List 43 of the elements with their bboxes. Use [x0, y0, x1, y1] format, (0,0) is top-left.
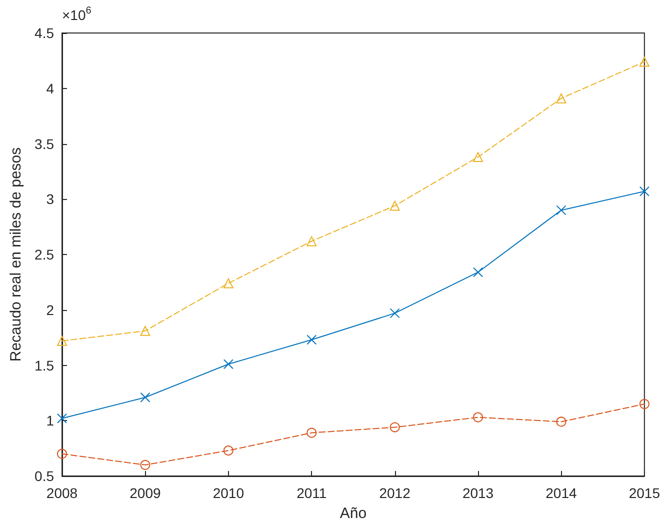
point — [223, 359, 234, 370]
x-tick-label: 2010 — [212, 485, 244, 501]
x-tick-label: 2009 — [130, 485, 161, 501]
point — [306, 236, 317, 246]
point — [556, 205, 566, 216]
point — [390, 308, 400, 318]
x-tick-label: 2014 — [546, 485, 578, 501]
y-tick-label: 2 — [46, 302, 54, 318]
x-tick-label: 2008 — [46, 485, 78, 501]
point — [223, 446, 234, 456]
point — [223, 278, 234, 288]
x-tick-label: 2011 — [296, 485, 327, 501]
x-axis-title: Año — [340, 505, 367, 522]
point — [556, 93, 566, 104]
point — [639, 56, 650, 67]
y-tick-label: 0.5 — [34, 468, 54, 484]
y-axis-title: Recaudo real en miles de pesos — [8, 147, 25, 362]
y-tick-label: 3 — [46, 191, 54, 208]
point — [140, 460, 150, 470]
point — [306, 428, 317, 438]
y-tick-label: 2.5 — [34, 246, 54, 262]
y-tick-label: 4.5 — [34, 25, 54, 41]
point — [473, 412, 484, 422]
point — [140, 392, 150, 402]
point — [57, 448, 67, 459]
point — [639, 399, 650, 410]
point — [473, 267, 484, 278]
point — [639, 186, 650, 196]
y-tick-label: 4 — [46, 80, 54, 96]
point — [473, 152, 484, 162]
x-tick-label: 2015 — [628, 485, 660, 501]
y-tick-label: 3.5 — [34, 136, 54, 152]
y-tick-label: 1 — [46, 412, 54, 429]
point — [556, 416, 566, 427]
x-tick-label: 2012 — [379, 485, 411, 501]
x-tick-label: 2013 — [462, 485, 494, 501]
point — [306, 334, 317, 345]
point — [390, 422, 400, 432]
y-tick-label: 1.5 — [34, 357, 54, 374]
point — [390, 200, 400, 211]
point — [140, 326, 150, 336]
point — [57, 413, 67, 424]
point — [57, 336, 67, 346]
